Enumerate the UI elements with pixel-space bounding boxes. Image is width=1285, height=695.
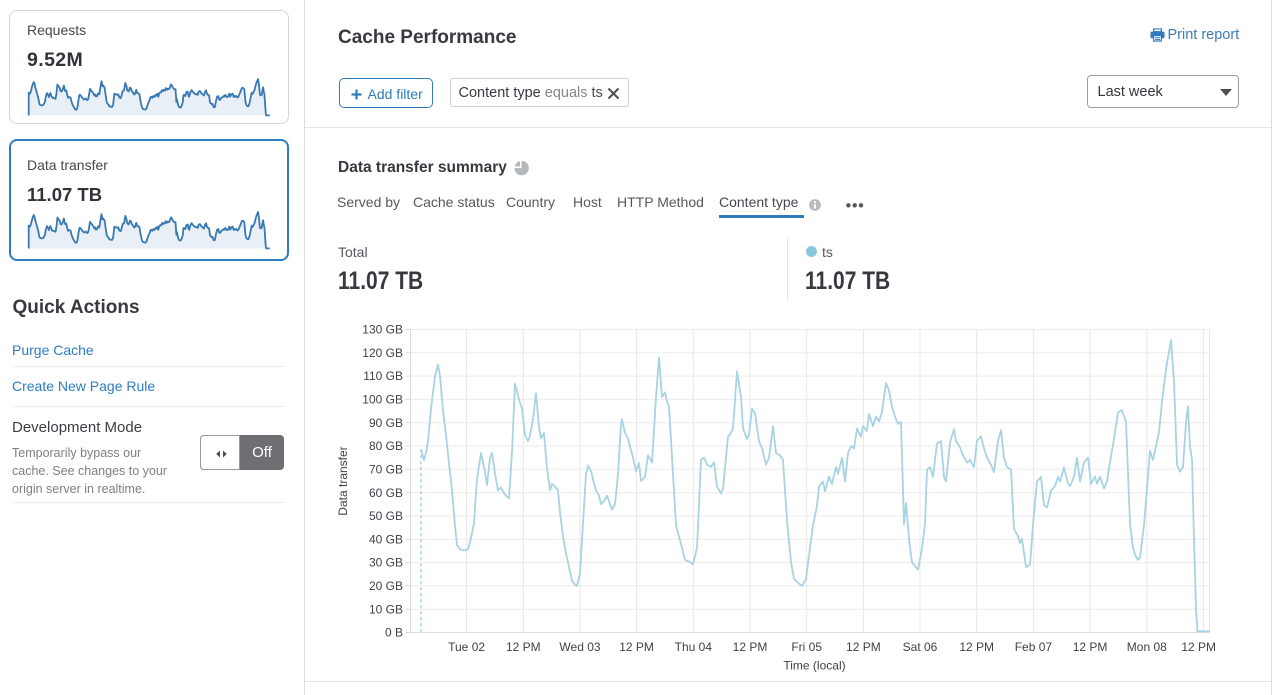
svg-text:40 GB: 40 GB xyxy=(369,532,403,546)
svg-text:12 PM: 12 PM xyxy=(1073,640,1108,654)
svg-text:Time (local): Time (local) xyxy=(783,659,845,673)
svg-text:12 PM: 12 PM xyxy=(506,640,541,654)
svg-text:130 GB: 130 GB xyxy=(362,323,403,337)
svg-text:120 GB: 120 GB xyxy=(362,346,403,360)
svg-text:12 PM: 12 PM xyxy=(959,640,994,654)
svg-text:70 GB: 70 GB xyxy=(369,462,403,476)
svg-text:80 GB: 80 GB xyxy=(369,439,403,453)
svg-text:Feb 07: Feb 07 xyxy=(1015,640,1053,654)
svg-text:12 PM: 12 PM xyxy=(1181,640,1216,654)
svg-text:50 GB: 50 GB xyxy=(369,509,403,523)
svg-text:110 GB: 110 GB xyxy=(363,369,403,383)
svg-text:20 GB: 20 GB xyxy=(369,579,403,593)
svg-text:Data transfer: Data transfer xyxy=(336,446,350,515)
svg-text:Sat 06: Sat 06 xyxy=(903,640,938,654)
svg-text:30 GB: 30 GB xyxy=(369,556,403,570)
svg-text:Wed 03: Wed 03 xyxy=(559,640,600,654)
svg-text:Mon 08: Mon 08 xyxy=(1127,640,1167,654)
svg-text:12 PM: 12 PM xyxy=(733,640,768,654)
svg-text:12 PM: 12 PM xyxy=(846,640,881,654)
svg-text:90 GB: 90 GB xyxy=(369,416,403,430)
svg-text:12 PM: 12 PM xyxy=(619,640,654,654)
svg-text:10 GB: 10 GB xyxy=(369,602,403,616)
svg-text:Tue 02: Tue 02 xyxy=(448,640,485,654)
svg-text:100 GB: 100 GB xyxy=(362,393,403,407)
svg-text:Fri 05: Fri 05 xyxy=(791,640,822,654)
svg-text:Thu 04: Thu 04 xyxy=(675,640,713,654)
svg-text:60 GB: 60 GB xyxy=(369,486,403,500)
svg-text:0 B: 0 B xyxy=(385,626,403,640)
